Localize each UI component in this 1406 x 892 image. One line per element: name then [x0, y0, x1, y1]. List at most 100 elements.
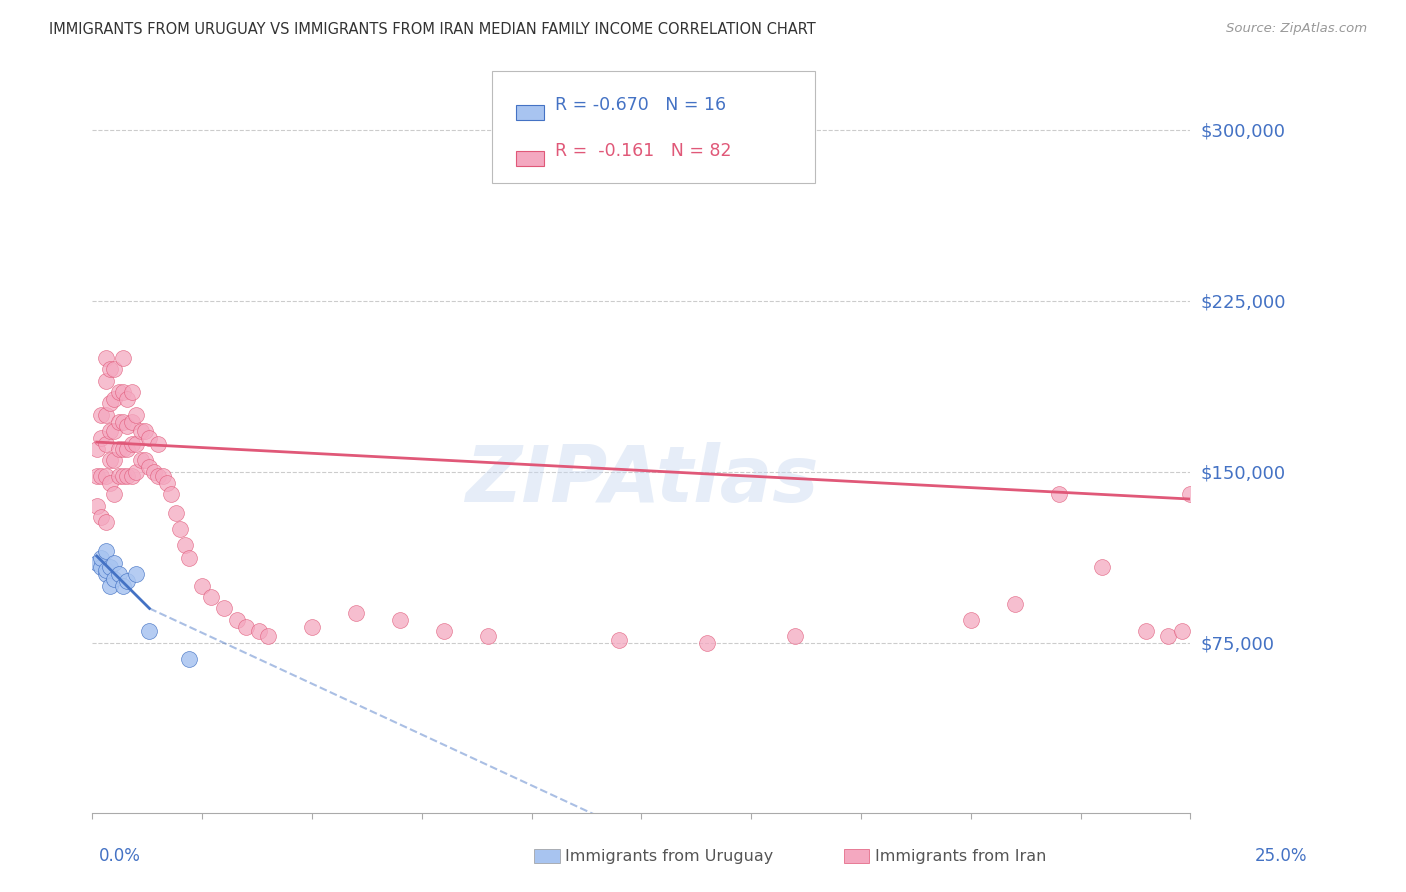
Point	[117, 469, 139, 483]
Point	[103, 392, 125, 406]
Point	[148, 469, 170, 483]
Point	[138, 460, 160, 475]
Point	[433, 624, 456, 639]
Point	[1170, 624, 1192, 639]
Point	[107, 415, 129, 429]
Point	[112, 351, 135, 365]
Point	[388, 613, 411, 627]
Point	[191, 579, 214, 593]
Text: Source: ZipAtlas.com: Source: ZipAtlas.com	[1226, 22, 1367, 36]
Point	[98, 476, 121, 491]
Point	[247, 624, 270, 639]
Point	[148, 437, 170, 451]
Point	[112, 469, 135, 483]
Point	[107, 567, 129, 582]
Text: R = -0.670   N = 16: R = -0.670 N = 16	[555, 95, 727, 113]
Point	[94, 567, 117, 582]
Point	[1091, 560, 1114, 574]
Point	[165, 506, 187, 520]
Point	[142, 465, 165, 479]
Point	[112, 384, 135, 399]
Point	[134, 424, 156, 438]
Point	[103, 556, 125, 570]
Point	[173, 538, 195, 552]
Text: Immigrants from Iran: Immigrants from Iran	[875, 849, 1046, 863]
Point	[98, 453, 121, 467]
Point	[125, 437, 148, 451]
Point	[959, 613, 981, 627]
Point	[125, 567, 148, 582]
Point	[90, 408, 112, 422]
Point	[156, 476, 179, 491]
Point	[112, 442, 135, 456]
Point	[103, 572, 125, 586]
Text: 25.0%: 25.0%	[1256, 847, 1308, 865]
Point	[117, 442, 139, 456]
Point	[117, 419, 139, 434]
Point	[257, 629, 280, 643]
Point	[107, 384, 129, 399]
Point	[125, 408, 148, 422]
Point	[94, 374, 117, 388]
Point	[103, 424, 125, 438]
Point	[86, 442, 108, 456]
Point	[112, 415, 135, 429]
Point	[103, 487, 125, 501]
Point	[94, 469, 117, 483]
Point	[90, 551, 112, 566]
Point	[94, 408, 117, 422]
Point	[98, 396, 121, 410]
Point	[121, 384, 143, 399]
Point	[1180, 487, 1202, 501]
Point	[103, 453, 125, 467]
Point	[177, 651, 200, 665]
Point	[94, 515, 117, 529]
Point	[98, 424, 121, 438]
Point	[117, 574, 139, 588]
Point	[117, 392, 139, 406]
Point	[94, 544, 117, 558]
Point	[90, 469, 112, 483]
Point	[169, 522, 191, 536]
Point	[86, 499, 108, 513]
Point	[121, 415, 143, 429]
Point	[112, 579, 135, 593]
Point	[121, 469, 143, 483]
Point	[177, 551, 200, 566]
Text: IMMIGRANTS FROM URUGUAY VS IMMIGRANTS FROM IRAN MEDIAN FAMILY INCOME CORRELATION: IMMIGRANTS FROM URUGUAY VS IMMIGRANTS FR…	[49, 22, 815, 37]
Point	[1135, 624, 1157, 639]
Point	[98, 560, 121, 574]
Point	[94, 351, 117, 365]
Point	[1157, 629, 1180, 643]
Point	[1004, 597, 1026, 611]
Point	[696, 635, 718, 649]
Point	[90, 510, 112, 524]
Point	[94, 437, 117, 451]
Point	[477, 629, 499, 643]
Point	[609, 633, 631, 648]
Point	[94, 563, 117, 577]
Point	[160, 487, 183, 501]
Point	[344, 606, 367, 620]
Point	[129, 453, 152, 467]
Point	[1047, 487, 1070, 501]
Point	[90, 560, 112, 574]
Text: R =  -0.161   N = 82: R = -0.161 N = 82	[555, 142, 733, 160]
Point	[235, 620, 257, 634]
Point	[212, 601, 235, 615]
Point	[90, 431, 112, 445]
Point	[226, 613, 249, 627]
Point	[134, 453, 156, 467]
Text: Immigrants from Uruguay: Immigrants from Uruguay	[565, 849, 773, 863]
Point	[107, 469, 129, 483]
Point	[107, 442, 129, 456]
Point	[138, 624, 160, 639]
Point	[301, 620, 323, 634]
Point	[98, 362, 121, 376]
Point	[86, 556, 108, 570]
Point	[98, 579, 121, 593]
Point	[152, 469, 174, 483]
Text: 0.0%: 0.0%	[98, 847, 141, 865]
Point	[129, 424, 152, 438]
Text: ZIPAtlas: ZIPAtlas	[464, 442, 818, 518]
